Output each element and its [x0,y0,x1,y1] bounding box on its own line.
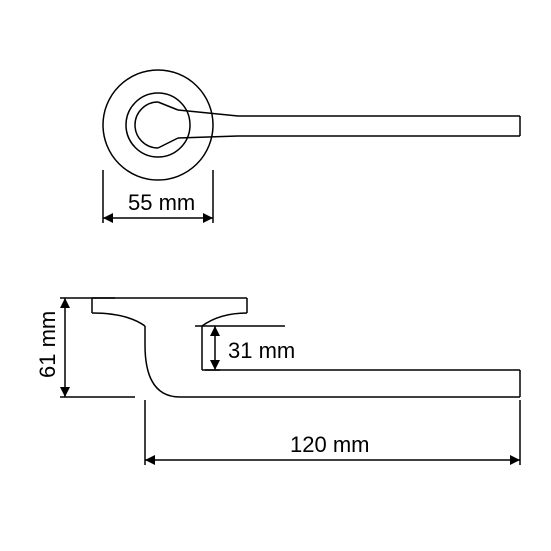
dim-31-label: 31 mm [228,338,295,363]
dim-120-label: 120 mm [290,432,369,457]
dim-55-label: 55 mm [128,190,195,215]
dim-61-label: 61 mm [35,311,60,378]
technical-drawing: 55 mm 61 mm 31 mm 120 mm [0,0,551,551]
